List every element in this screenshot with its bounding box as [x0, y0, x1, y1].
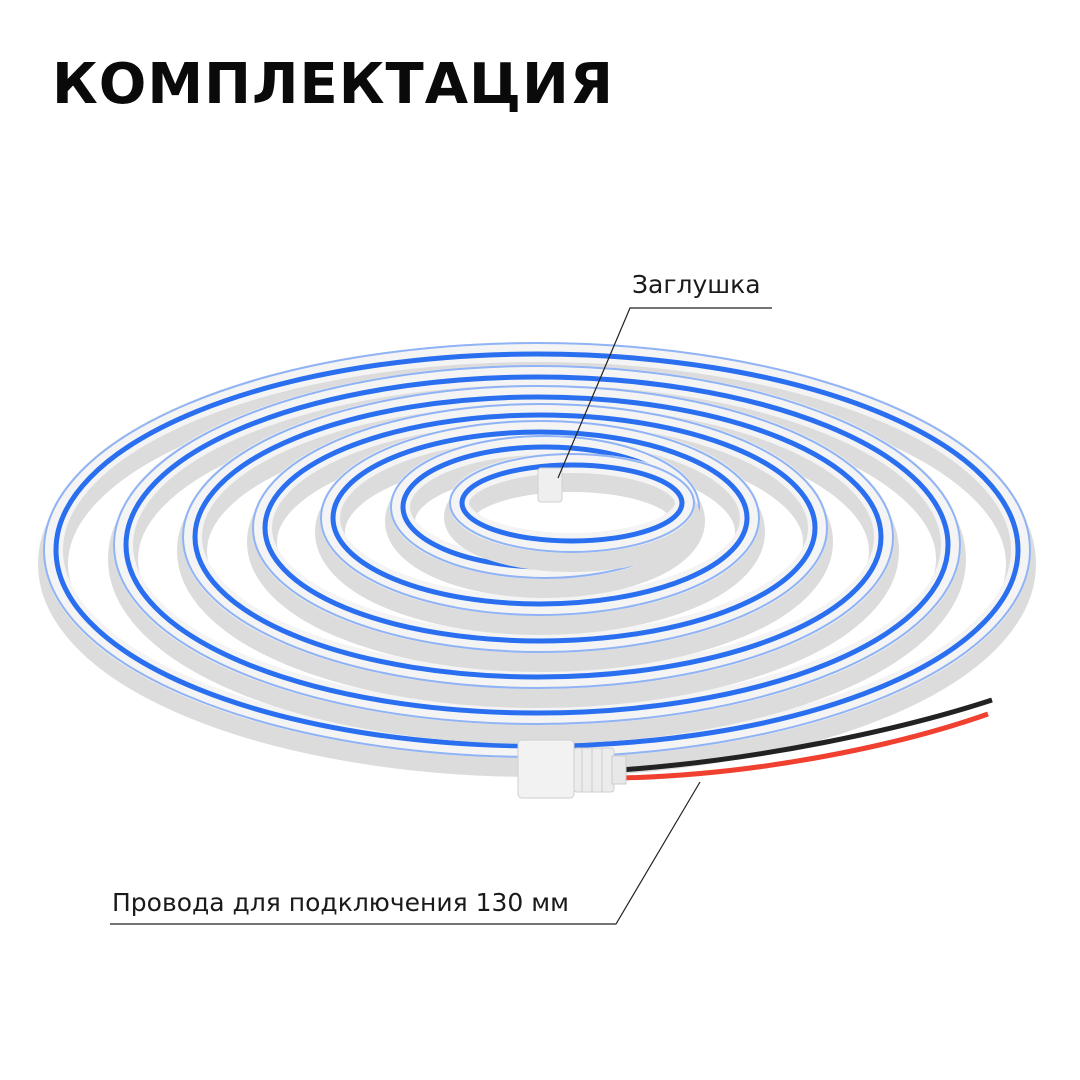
end-cap-label: Заглушка — [632, 270, 761, 299]
wires-leader — [110, 781, 701, 925]
page-title: КОМПЛЕКТАЦИЯ — [52, 52, 614, 117]
red-wire — [619, 711, 989, 781]
wires — [619, 697, 993, 781]
neon-strip-coils — [38, 342, 1036, 777]
callout-lines — [110, 307, 772, 925]
connector — [517, 739, 627, 799]
end-cap-leader — [557, 307, 772, 479]
coil-ring — [444, 453, 700, 572]
end-cap — [537, 467, 563, 503]
black-wire — [619, 697, 993, 773]
wires-label: Провода для подключения 130 мм — [112, 888, 569, 917]
